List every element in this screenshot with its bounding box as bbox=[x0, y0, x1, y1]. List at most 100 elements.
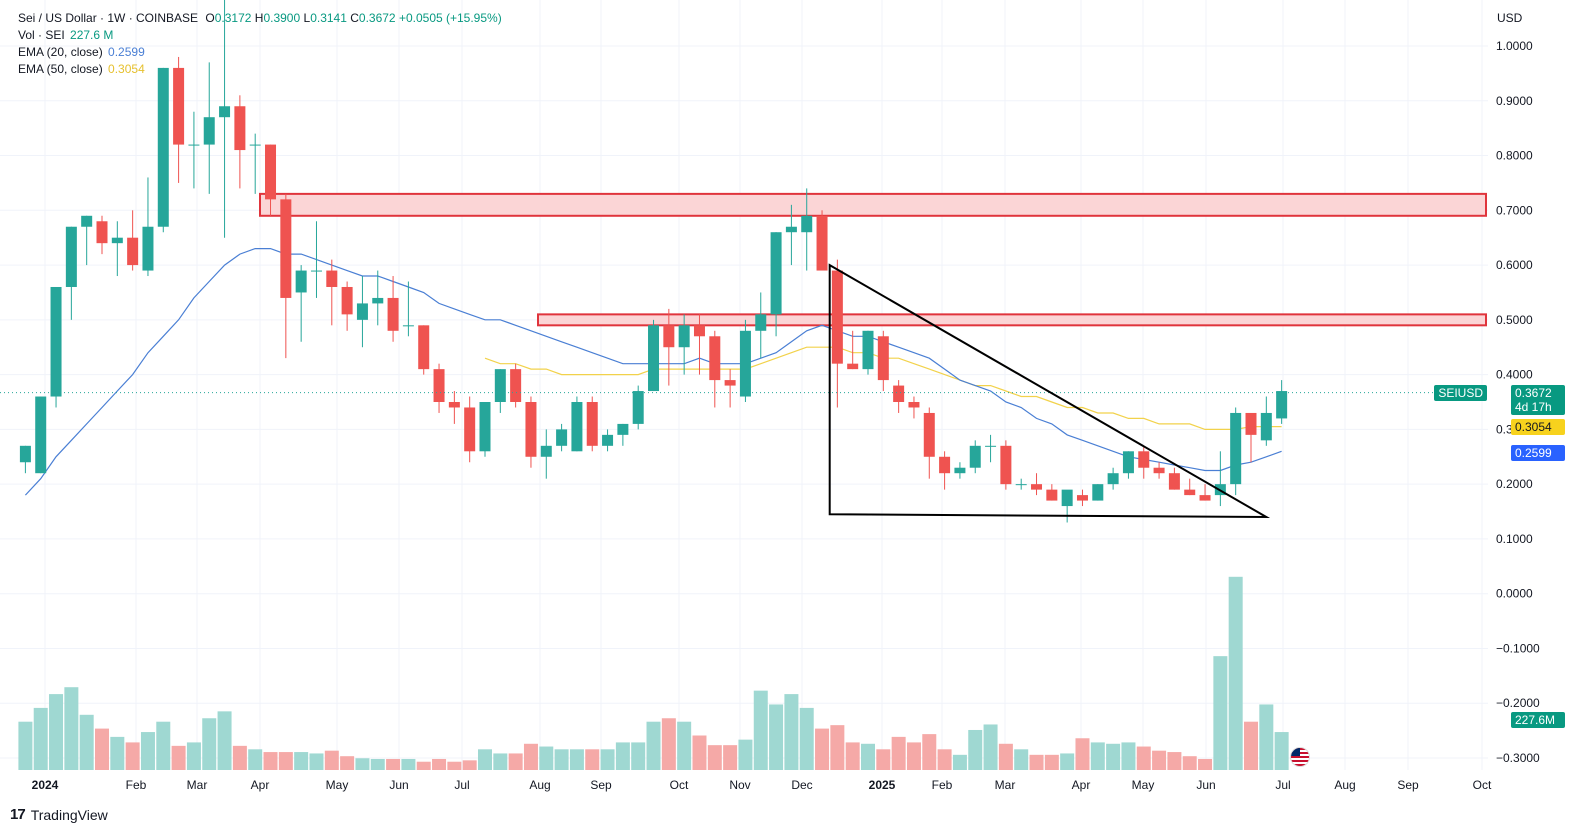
volume-price-label: 227.6M bbox=[1511, 712, 1565, 728]
candlesticks bbox=[0, 0, 1488, 523]
ema20-price-label: 0.2599 bbox=[1511, 445, 1565, 461]
volume-bar bbox=[278, 752, 293, 770]
volume-bar bbox=[49, 694, 64, 770]
candle-body bbox=[648, 325, 660, 392]
volume-bar bbox=[539, 746, 554, 770]
high-value: 0.3900 bbox=[263, 11, 301, 25]
candle-body bbox=[525, 402, 537, 457]
volume-bar bbox=[95, 728, 109, 770]
footer[interactable]: 17 TradingView bbox=[10, 806, 108, 823]
candle-body bbox=[709, 336, 721, 381]
volume-bar bbox=[64, 687, 79, 770]
volume-bar bbox=[248, 749, 263, 770]
legend-volume-row[interactable]: Vol · SEI 227.6 M bbox=[18, 27, 502, 44]
volume-bar bbox=[1228, 576, 1243, 770]
volume-bar bbox=[554, 749, 569, 770]
candle-body bbox=[1000, 445, 1012, 485]
open-value: 0.3172 bbox=[214, 11, 252, 25]
symbol-title[interactable]: Sei / US Dollar · 1W · COINBASE bbox=[18, 11, 199, 25]
volume-bar bbox=[569, 749, 584, 770]
time-tick-label: May bbox=[1132, 778, 1155, 792]
volume-bar bbox=[355, 758, 370, 770]
ema50-value: 0.3054 bbox=[108, 62, 145, 76]
resistance-zone bbox=[259, 192, 1487, 217]
ema50-price-label: 0.3054 bbox=[1511, 419, 1565, 435]
time-tick-label: Feb bbox=[126, 778, 147, 792]
candle-body bbox=[219, 106, 231, 118]
volume-bar bbox=[79, 714, 94, 770]
volume-bar bbox=[416, 761, 431, 770]
bar-countdown: 4d 17h bbox=[1515, 400, 1552, 414]
volume-bar bbox=[1044, 754, 1059, 770]
candle-body bbox=[65, 226, 77, 287]
volume-bar bbox=[294, 752, 309, 770]
candle-body bbox=[510, 369, 522, 402]
candle-body bbox=[908, 402, 920, 408]
volume-bar bbox=[937, 749, 952, 770]
candle-body bbox=[1092, 484, 1104, 501]
volume-bars bbox=[18, 576, 1289, 770]
volume-bar bbox=[998, 743, 1013, 770]
legend-ema20-row[interactable]: EMA (20, close) 0.2599 bbox=[18, 44, 502, 61]
candle-body bbox=[280, 199, 292, 298]
volume-bar bbox=[707, 745, 722, 770]
candle-body bbox=[985, 445, 997, 447]
legend-ohlc-row: Sei / US Dollar · 1W · COINBASE O0.3172 … bbox=[18, 10, 502, 27]
candle-body bbox=[326, 270, 338, 287]
candle-body bbox=[1076, 495, 1088, 501]
volume-bar bbox=[769, 704, 784, 770]
candle-body bbox=[556, 429, 568, 446]
candle-body bbox=[96, 221, 108, 244]
candle-body bbox=[571, 402, 583, 452]
volume-label: Vol · SEI bbox=[18, 28, 65, 42]
time-tick-label: Jul bbox=[1275, 778, 1290, 792]
price-tick-label: 0.7000 bbox=[1496, 203, 1533, 217]
candle-body bbox=[402, 325, 414, 327]
candle-body bbox=[310, 270, 322, 272]
legend-ema50-row[interactable]: EMA (50, close) 0.3054 bbox=[18, 61, 502, 78]
volume-bar bbox=[830, 725, 845, 770]
candle-body bbox=[188, 144, 200, 146]
time-tick-label: May bbox=[326, 778, 349, 792]
candle-body bbox=[816, 215, 828, 271]
flag-icon[interactable] bbox=[1290, 747, 1310, 767]
time-axis[interactable]: 2024 Feb Mar Apr May Jun Jul Aug Sep Oct Nov Dec 202… bbox=[32, 778, 1492, 792]
candle-body bbox=[617, 423, 629, 435]
candle-body bbox=[693, 325, 705, 337]
volume-bar bbox=[186, 742, 201, 770]
price-tick-label: 0.8000 bbox=[1496, 149, 1533, 163]
volume-bar bbox=[370, 758, 385, 770]
time-tick-label: Nov bbox=[729, 778, 750, 792]
time-tick-label: Jul bbox=[454, 778, 469, 792]
volume-bar bbox=[585, 749, 600, 770]
close-value: 0.3672 bbox=[358, 11, 396, 25]
low-label: L bbox=[303, 11, 311, 25]
resistance-zone bbox=[537, 313, 1487, 327]
volume-bar bbox=[906, 742, 921, 770]
candle-body bbox=[1015, 484, 1027, 486]
volume-bar bbox=[478, 749, 492, 770]
volume-bar bbox=[1198, 758, 1213, 770]
volume-bar bbox=[523, 743, 538, 770]
currency-label[interactable]: USD bbox=[1497, 11, 1523, 25]
volume-bar bbox=[1152, 750, 1167, 770]
candle-body bbox=[969, 445, 981, 468]
candle-body bbox=[785, 226, 797, 233]
price-tick-label: −0.3000 bbox=[1496, 751, 1540, 765]
volume-bar bbox=[140, 732, 155, 770]
candle-body bbox=[265, 144, 277, 200]
volume-bar bbox=[493, 753, 508, 770]
candle-body bbox=[157, 67, 169, 227]
candle-body bbox=[1260, 412, 1272, 441]
price-tick-label: 0.5000 bbox=[1496, 313, 1533, 327]
candle-body bbox=[1138, 451, 1150, 468]
volume-bar bbox=[1060, 753, 1075, 770]
candle-body bbox=[1153, 467, 1165, 474]
time-tick-label: Apr bbox=[1072, 778, 1091, 792]
volume-bar bbox=[799, 707, 814, 770]
candle-body bbox=[877, 336, 889, 381]
candle-body bbox=[632, 391, 644, 424]
volume-bar bbox=[1274, 732, 1289, 770]
candle-body bbox=[602, 434, 614, 446]
